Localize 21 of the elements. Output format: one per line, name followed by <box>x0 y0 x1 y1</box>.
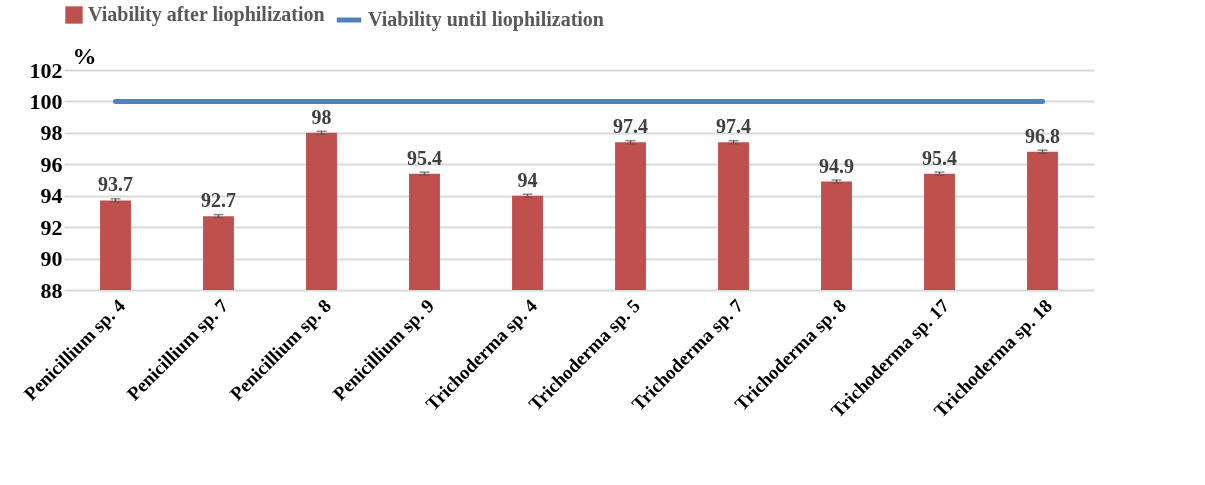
data-label: 94 <box>517 168 538 191</box>
y-tick-label: 102 <box>29 57 63 83</box>
y-tick-label: 90 <box>40 246 63 272</box>
data-label: 96.8 <box>1025 124 1060 147</box>
data-label: 97.4 <box>613 115 648 138</box>
data-label: 97.4 <box>716 115 751 138</box>
y-tick-label: 94 <box>40 183 63 209</box>
legend-label: Viability after liophilization <box>88 3 325 26</box>
y-tick-label: 96 <box>40 151 63 177</box>
data-label: 95.4 <box>407 146 442 169</box>
data-label: 92.7 <box>201 189 236 212</box>
y-tick-label: 88 <box>40 277 63 303</box>
y-tick-label: 100 <box>29 88 63 114</box>
legend-label: Viability until liophilization <box>368 8 604 31</box>
y-tick-label: 92 <box>40 214 63 240</box>
y-tick-label: 98 <box>40 120 63 146</box>
data-label: 98 <box>311 105 332 128</box>
y-axis-title: % <box>72 42 97 69</box>
data-label: 94.9 <box>819 154 854 177</box>
data-label: 93.7 <box>98 173 133 196</box>
data-label: 95.4 <box>922 146 957 169</box>
